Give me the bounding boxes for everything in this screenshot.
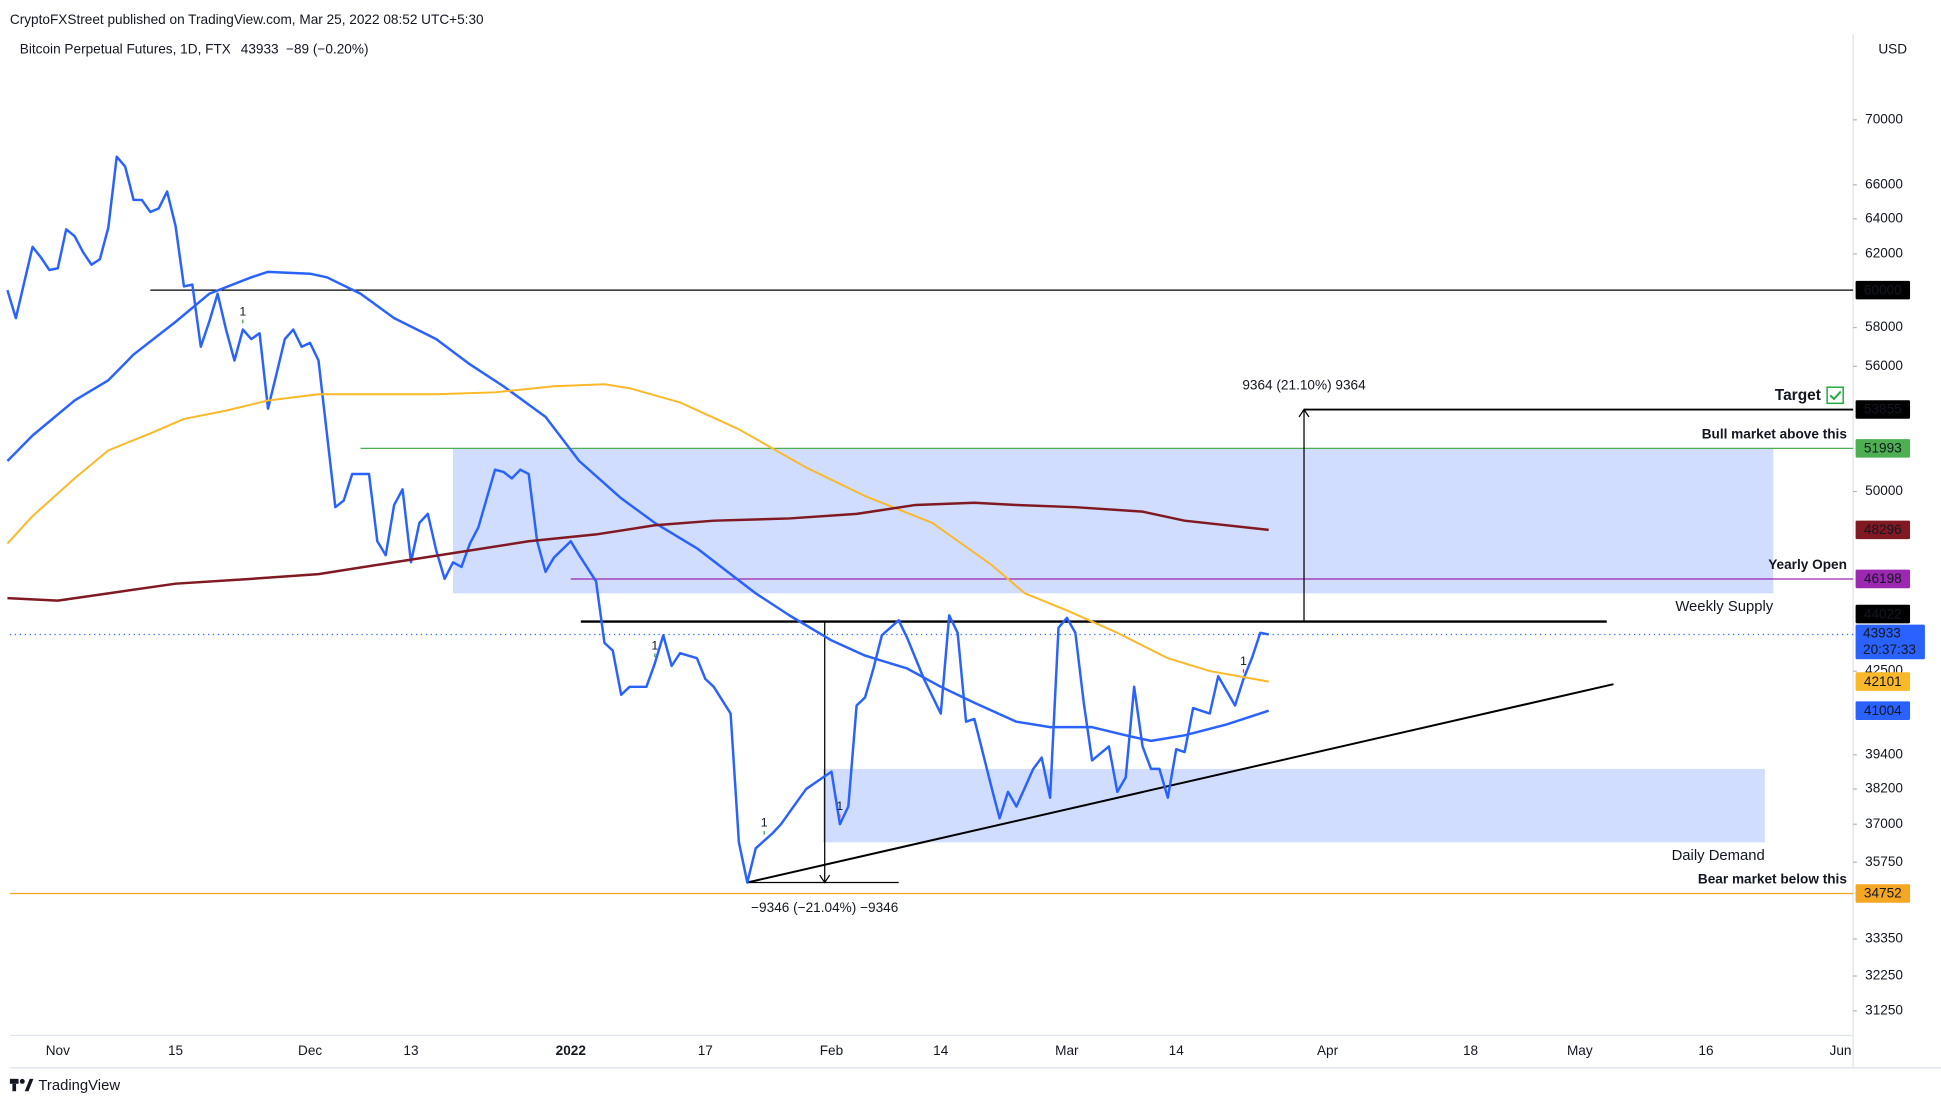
brand-logo (9, 1078, 34, 1092)
y-tick-label: 58000 (1865, 319, 1903, 334)
x-tick-label: 18 (1463, 1043, 1478, 1058)
price-box (1855, 884, 1911, 903)
zone-label: Daily Demand (1672, 848, 1765, 864)
price-box (1855, 400, 1911, 419)
x-tick-label: 17 (698, 1043, 713, 1058)
y-tick-label: 37000 (1865, 816, 1903, 831)
countdown: 20:37:33 (1863, 642, 1916, 657)
x-tick-label: 14 (1169, 1043, 1185, 1058)
series-line (6, 383, 1269, 683)
y-tick-label: 33350 (1865, 931, 1903, 946)
x-tick-label: 13 (403, 1043, 418, 1058)
price-box-label: 53855 (1864, 402, 1902, 417)
price-box (1855, 672, 1911, 691)
x-tick-label: Jun (1830, 1043, 1852, 1058)
x-tick-label: 14 (933, 1043, 949, 1058)
check-mark (1829, 390, 1842, 401)
signal: 1 (761, 816, 768, 830)
y-tick-label: 62000 (1865, 246, 1903, 261)
y-tick-label: 32250 (1865, 968, 1903, 983)
x-tick-label: 15 (168, 1043, 183, 1058)
level-text: Bear market below this (1698, 871, 1847, 886)
y-tick-label: 70000 (1865, 111, 1903, 126)
y-tick-label: 56000 (1865, 358, 1903, 373)
legend-price: 43933 (241, 42, 279, 57)
logo-part (24, 1078, 34, 1092)
price-box-label: 48296 (1864, 522, 1902, 537)
brand: TradingView (38, 1078, 120, 1094)
zone (453, 448, 1774, 594)
price-box (1855, 520, 1911, 540)
symbol-title: Bitcoin Perpetual Futures, 1D, FTX (20, 42, 231, 57)
measure-arrow (1298, 408, 1310, 418)
currency: USD (1878, 42, 1907, 57)
logo-part (12, 1083, 17, 1092)
measure-label: −9346 (−21.04%) −9346 (751, 900, 898, 915)
logo-part (9, 1078, 19, 1084)
check-icon (1826, 386, 1844, 405)
signal: 1 (1240, 654, 1247, 668)
trendline (747, 683, 1614, 884)
current-price-label: 43933 (1863, 625, 1901, 640)
price-box (1855, 701, 1911, 721)
price-box (1855, 280, 1911, 300)
legend-change: −89 (−0.20%) (286, 42, 368, 57)
series-line (7, 501, 1269, 602)
y-tick-label: 38200 (1865, 781, 1903, 796)
price-box-label: 41004 (1864, 703, 1902, 718)
x-tick-label: Feb (820, 1043, 843, 1058)
signal: 1 (836, 799, 843, 813)
x-tick-label: 16 (1698, 1043, 1713, 1058)
logo-part (19, 1078, 25, 1084)
zone (823, 768, 1765, 843)
y-tick-label: 50000 (1865, 483, 1903, 498)
price-box (1855, 604, 1911, 624)
level-text: Yearly Open (1768, 557, 1847, 572)
x-tick-label: Dec (298, 1043, 322, 1058)
price-box-label: 60000 (1864, 282, 1902, 297)
series-line (6, 155, 1269, 884)
price-box-label: 46198 (1864, 571, 1902, 586)
price-box-label: 42101 (1864, 674, 1902, 689)
background (0, 3, 1941, 1100)
y-tick-label: 64000 (1865, 210, 1903, 225)
y-tick-label: 39400 (1865, 746, 1903, 761)
price-box-label: 51993 (1864, 441, 1902, 456)
x-tick-label: Mar (1055, 1043, 1079, 1058)
y-tick-label: 35750 (1865, 854, 1903, 869)
zone-label: Weekly Supply (1675, 599, 1773, 615)
price-box-label: 34752 (1864, 886, 1902, 901)
level-text: Bull market above this (1702, 426, 1848, 441)
price-box (1855, 569, 1911, 589)
series-line (6, 270, 1270, 743)
y-tick-label: 66000 (1865, 176, 1903, 191)
price-box-label: 44022 (1864, 606, 1902, 621)
signal: 1 (651, 638, 658, 652)
header: CryptoFXStreet published on TradingView.… (10, 12, 484, 27)
measure-label: 9364 (21.10%) 9364 (1242, 378, 1366, 393)
x-tick-label: Apr (1317, 1043, 1339, 1058)
x-tick-label: Nov (46, 1043, 70, 1058)
x-tick-label: 2022 (556, 1043, 587, 1058)
x-tick-label: May (1567, 1043, 1593, 1058)
y-tick-label: 31250 (1865, 1002, 1903, 1017)
price-box (1855, 439, 1911, 458)
level-text: Target (1775, 387, 1821, 404)
signal: 1 (239, 304, 246, 318)
current-price-box (1855, 624, 1925, 660)
